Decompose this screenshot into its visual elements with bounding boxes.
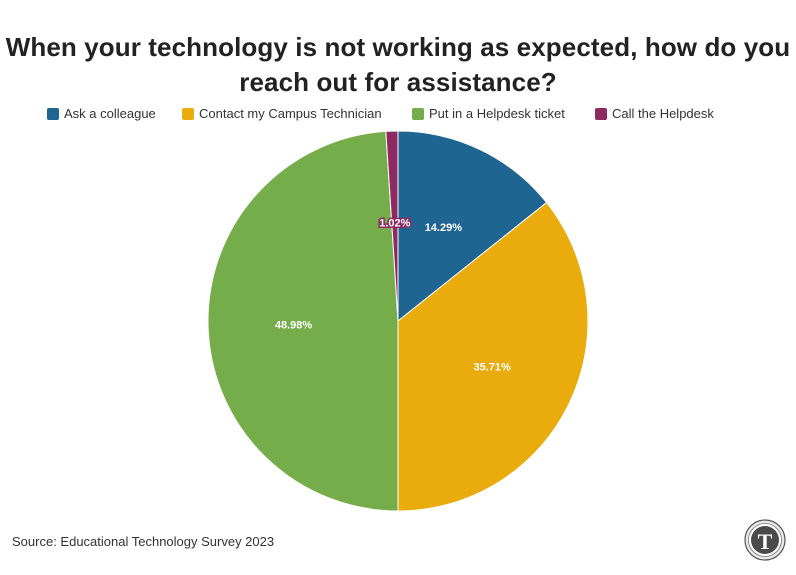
chart-legend: Ask a colleague Contact my Campus Techni… (0, 106, 796, 126)
chart-title-line-2: reach out for assistance? (239, 67, 557, 97)
school-seal-icon: T (744, 519, 786, 561)
slice-ask-a-colleague[interactable] (397, 130, 548, 323)
pie-slices (207, 130, 589, 512)
data-label-call-helpdesk: 1.02% (379, 217, 410, 229)
data-label-helpdesk-ticket: 48.98% (275, 319, 313, 331)
pie-data-labels: 14.29% 35.71% 48.98% 1.02% (275, 216, 511, 374)
legend-label: Call the Helpdesk (612, 106, 714, 121)
legend-swatch (412, 107, 424, 120)
legend-swatch (182, 107, 194, 120)
legend-item-helpdesk-ticket[interactable]: Put in a Helpdesk ticket (412, 106, 565, 121)
legend-swatch (47, 107, 59, 120)
chart-title: When your technology is not working as e… (0, 30, 796, 100)
chart-title-line-1: When your technology is not working as e… (5, 32, 791, 62)
legend-item-call-helpdesk[interactable]: Call the Helpdesk (595, 106, 714, 121)
legend-label: Ask a colleague (64, 106, 156, 121)
slice-helpdesk-ticket[interactable] (207, 130, 399, 512)
legend-item-contact-campus-technician[interactable]: Contact my Campus Technician (182, 106, 382, 121)
data-label-ask-a-colleague: 14.29% (425, 222, 463, 234)
slice-call-helpdesk[interactable] (385, 130, 399, 322)
data-label-contact-campus-technician: 35.71% (473, 361, 511, 373)
source-note: Source: Educational Technology Survey 20… (12, 534, 275, 549)
slice-contact-campus-technician[interactable] (397, 201, 589, 512)
legend-item-ask-a-colleague[interactable]: Ask a colleague (47, 106, 156, 121)
logo-letter: T (758, 529, 773, 554)
legend-label: Put in a Helpdesk ticket (429, 106, 565, 121)
legend-swatch (595, 107, 607, 120)
legend-label: Contact my Campus Technician (199, 106, 382, 121)
